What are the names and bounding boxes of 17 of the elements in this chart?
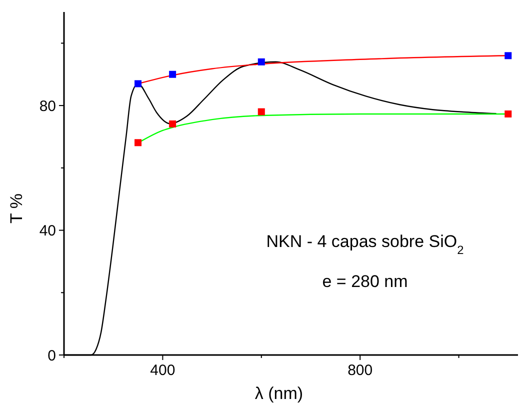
point [504,52,512,60]
annotation: NKN - 4 capas sobre SiO$_{2}$ [266,232,464,257]
y-tick-label: 40 [39,222,56,240]
x-tick-label: 800 [348,362,373,379]
y-tick-label: 0 [48,347,56,364]
y-tick-label: 80 [39,98,56,115]
y-axis-title: T % [7,194,26,224]
point [134,139,142,146]
annotation: e = 280 nm [322,272,408,291]
x-axis-title: λ (nm) [254,384,304,403]
point [134,80,142,88]
point [169,70,176,78]
point [258,108,265,116]
point [504,110,512,118]
point [169,120,176,128]
point [258,58,265,66]
x-tick-label: 400 [150,362,176,379]
